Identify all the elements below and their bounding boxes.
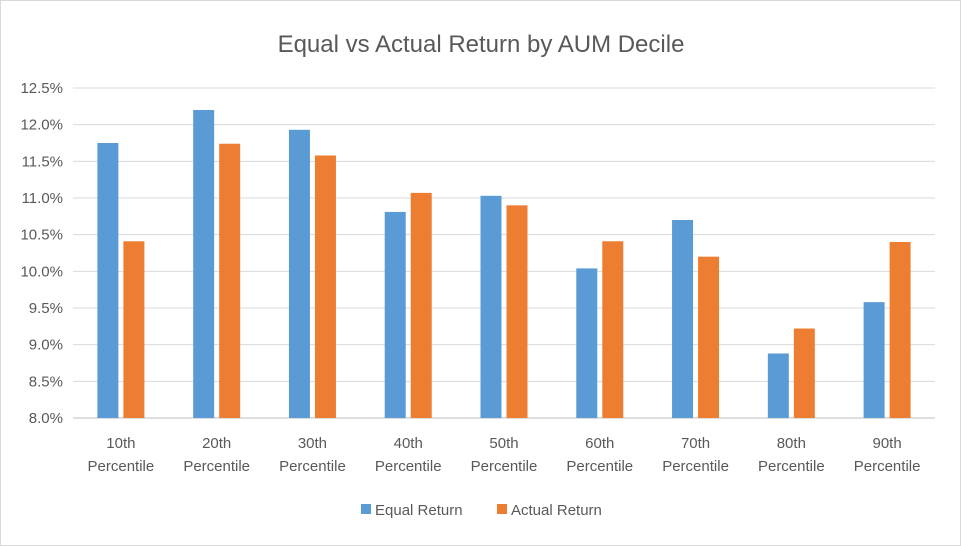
- x-tick-label: 70th Percentile: [662, 435, 729, 475]
- y-axis-labels: 8.0% 8.5% 9.0% 9.5% 10.0% 10.5% 11.0% 11.5% 12.0…: [20, 80, 63, 427]
- bar-equal-return: [193, 110, 215, 418]
- bar-actual-return: [219, 143, 241, 418]
- bar-actual-return: [793, 328, 815, 418]
- bar-equal-return: [288, 129, 310, 419]
- bar-equal-return: [767, 353, 789, 418]
- x-tick-label: 40th Percentile: [375, 435, 442, 475]
- x-tick-label: 90th Percentile: [854, 435, 921, 475]
- x-tick-label: 30th Percentile: [279, 435, 346, 475]
- bar-actual-return: [889, 242, 911, 418]
- y-tick-label: 8.0%: [29, 410, 63, 427]
- y-tick-label: 12.0%: [20, 117, 63, 134]
- y-tick-label: 11.5%: [22, 153, 63, 170]
- x-tick-label: 10th Percentile: [88, 435, 155, 475]
- bar-actual-return: [506, 205, 528, 418]
- x-tick-label: 50th Percentile: [471, 435, 538, 475]
- chart-title: Equal vs Actual Return by AUM Decile: [278, 31, 685, 58]
- bar-equal-return: [97, 143, 119, 418]
- y-tick-label: 9.5%: [29, 300, 63, 317]
- x-tick-label: 60th Percentile: [566, 435, 633, 475]
- bar-equal-return: [384, 211, 406, 418]
- bar-equal-return: [863, 302, 885, 418]
- y-tick-label: 11.0%: [22, 190, 63, 207]
- bar-equal-return: [672, 220, 694, 418]
- bars: [97, 110, 911, 419]
- bar-equal-return: [576, 268, 598, 418]
- legend-label: Equal Return: [375, 502, 463, 519]
- y-tick-label: 10.0%: [20, 263, 63, 280]
- y-tick-label: 8.5%: [29, 373, 63, 390]
- bar-actual-return: [410, 192, 432, 418]
- legend-swatch: [361, 504, 371, 514]
- x-tick-label: 80th Percentile: [758, 435, 825, 475]
- x-tick-label: 20th Percentile: [183, 435, 250, 475]
- y-tick-label: 9.0%: [29, 337, 63, 354]
- legend: Equal Return Actual Return: [361, 502, 602, 519]
- gridlines: [73, 87, 935, 419]
- legend-swatch: [497, 504, 507, 514]
- bar-actual-return: [314, 155, 336, 418]
- legend-label: Actual Return: [511, 502, 602, 519]
- bar-actual-return: [123, 241, 145, 418]
- y-tick-label: 12.5%: [20, 80, 63, 97]
- bar-actual-return: [602, 241, 624, 418]
- x-axis-labels: 10th Percentile 20th Percentile 30th Percenti…: [88, 435, 921, 475]
- bar-actual-return: [698, 256, 720, 418]
- bar-equal-return: [480, 195, 502, 418]
- y-tick-label: 10.5%: [20, 227, 63, 244]
